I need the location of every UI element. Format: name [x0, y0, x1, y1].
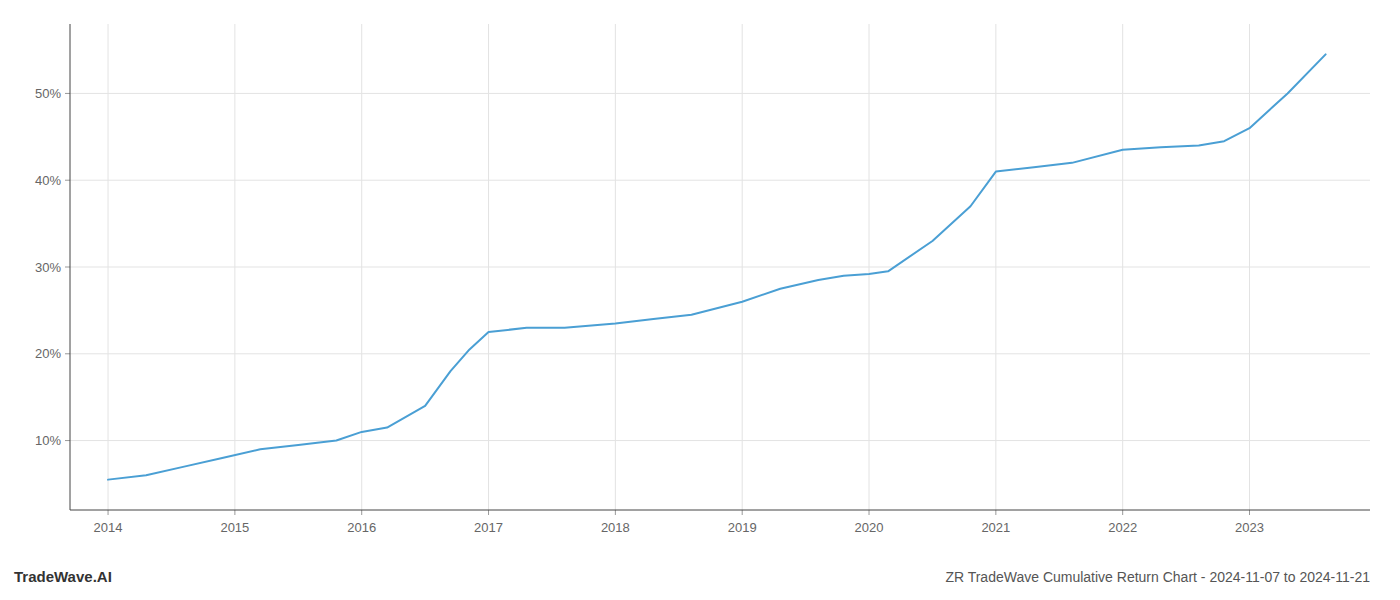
- tick-x: [108, 510, 109, 515]
- data-line: [108, 54, 1326, 479]
- tick-label-y: 30%: [35, 260, 61, 275]
- grid: [70, 24, 1370, 510]
- tick-x: [234, 510, 235, 515]
- texts: ZR TradeWave Cumulative Return Chart - 2…: [14, 568, 1370, 585]
- axis-x: [70, 510, 1370, 511]
- tick-x: [995, 510, 996, 515]
- tick-x: [869, 510, 870, 515]
- tick-y: [65, 93, 70, 94]
- tick-y: [65, 267, 70, 268]
- plot-area: [108, 54, 1326, 479]
- tick-label-x: 2023: [1235, 520, 1264, 535]
- tick-y: [65, 353, 70, 354]
- axis-y: [70, 24, 71, 510]
- tick-label-y: 40%: [35, 173, 61, 188]
- watermark: TradeWave.AI: [14, 568, 112, 585]
- tick-x: [361, 510, 362, 515]
- tick-label-x: 2015: [220, 520, 249, 535]
- tick-label-x: 2020: [855, 520, 884, 535]
- chart: 2014 2015 2016 2017 2018 2019 2020 2021 2022 2023…: [0, 0, 1400, 600]
- tick-y: [65, 440, 70, 441]
- grid-line-y: [70, 353, 1370, 354]
- title: ZR TradeWave Cumulative Return Chart - 2…: [945, 569, 1370, 585]
- tick-x: [1249, 510, 1250, 515]
- tick-x: [488, 510, 489, 515]
- tick-x: [1122, 510, 1123, 515]
- tick-x: [742, 510, 743, 515]
- axes: 2014 2015 2016 2017 2018 2019 2020 2021 2022 2023…: [35, 24, 1370, 535]
- grid-line-y: [70, 267, 1370, 268]
- grid-line-y: [70, 93, 1370, 94]
- tick-label-x: 2022: [1108, 520, 1137, 535]
- grid-line-y: [70, 180, 1370, 181]
- tick-label-y: 10%: [35, 433, 61, 448]
- page: {"chart_data": {"type": "line", "title":…: [0, 0, 1400, 600]
- tick-label-x: 2019: [728, 520, 757, 535]
- tick-label-x: 2018: [601, 520, 630, 535]
- tick-label-x: 2021: [981, 520, 1010, 535]
- tick-y: [65, 180, 70, 181]
- tick-label-x: 2016: [347, 520, 376, 535]
- tick-label-x: 2014: [94, 520, 123, 535]
- tick-label-x: 2017: [474, 520, 503, 535]
- tick-x: [615, 510, 616, 515]
- grid-line-y: [70, 440, 1370, 441]
- tick-label-y: 50%: [35, 86, 61, 101]
- tick-label-y: 20%: [35, 346, 61, 361]
